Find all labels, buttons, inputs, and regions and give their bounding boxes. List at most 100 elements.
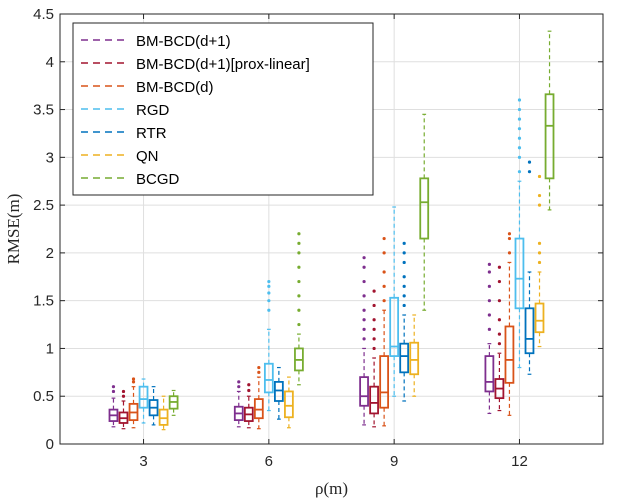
box-outlier-point: [131, 380, 136, 384]
box-iqr: [369, 385, 379, 415]
legend-label: RGD: [136, 102, 170, 119]
box-outlier-point: [372, 327, 376, 331]
x-tick-label: 9: [390, 453, 398, 470]
box-iqr: [253, 398, 264, 420]
y-tick-label: 0: [46, 436, 54, 453]
box-iqr: [274, 380, 284, 402]
box-outlier-point: [497, 318, 502, 322]
box-outlier-point: [402, 303, 406, 308]
box-outlier-point: [297, 232, 301, 236]
y-tick-label: 0.5: [33, 388, 54, 405]
box-outlier-point: [111, 385, 116, 389]
box-outlier-point: [402, 251, 406, 255]
legend-label: BCGD: [136, 171, 180, 188]
box-outlier-point: [372, 318, 376, 322]
axes-frame: [59, 13, 604, 445]
box-outlier-point: [527, 170, 532, 174]
box-iqr: [379, 355, 389, 409]
box-iqr: [484, 355, 495, 393]
box-outlier-point: [497, 342, 502, 346]
box-outlier-point: [372, 289, 376, 293]
box-outlier-point: [297, 279, 301, 284]
box-outlier-point: [497, 265, 502, 269]
box-outlier-point: [247, 388, 251, 393]
box-outlier-point: [517, 127, 522, 131]
box-outlier-point: [297, 294, 301, 298]
box-outlier-point: [517, 107, 522, 112]
box-outlier-point: [362, 265, 366, 269]
box-outlier-point: [497, 299, 502, 303]
box-outlier-point: [121, 389, 126, 394]
series-bm-bcd-d-1-prox-linear-: [118, 265, 505, 430]
box-outlier-point: [517, 155, 522, 159]
box-outlier-point: [487, 270, 491, 274]
box-outlier-point: [297, 322, 301, 327]
box-outlier-point: [247, 383, 251, 387]
box-outlier-point: [362, 327, 366, 331]
box-outlier-point: [362, 318, 366, 322]
series-qn: [158, 174, 545, 431]
box-outlier-point: [487, 313, 491, 317]
y-tick-label: 2: [46, 245, 54, 262]
box-outlier-point: [382, 251, 386, 255]
box-outlier-point: [372, 303, 376, 308]
y-tick-label: 3.5: [33, 102, 54, 119]
box-outlier-point: [362, 256, 366, 260]
box-outlier-point: [297, 308, 301, 312]
box-outlier-point: [517, 146, 522, 150]
box-outlier-point: [267, 308, 271, 312]
box-outlier-point: [362, 294, 366, 298]
box-series-group: [108, 30, 555, 431]
box-iqr: [419, 177, 430, 240]
box-outlier-point: [487, 327, 491, 331]
box-iqr: [389, 296, 400, 357]
box-outlier-point: [372, 346, 376, 351]
box-outlier-point: [402, 275, 406, 279]
legend-label: RTR: [136, 125, 167, 142]
y-tick-label: 3: [46, 149, 54, 166]
box-iqr: [524, 307, 535, 355]
box-iqr: [409, 341, 420, 376]
box-outlier-point: [487, 262, 491, 266]
box-iqr: [514, 237, 525, 310]
box-outlier-point: [402, 260, 406, 265]
y-axis-title: RMSE(m): [4, 194, 23, 265]
box-outlier-point: [382, 236, 386, 241]
x-axis-title: ρ(m): [315, 479, 348, 498]
x-tick-label: 6: [265, 453, 273, 470]
legend-label: BM-BCD(d+1): [136, 33, 231, 50]
box-outlier-point: [362, 337, 366, 341]
box-iqr: [504, 325, 515, 384]
box-iqr: [284, 390, 294, 419]
series-bcgd: [168, 30, 555, 416]
box-outlier-point: [507, 232, 512, 236]
box-outlier-point: [257, 370, 261, 374]
legend: BM-BCD(d+1) BM-BCD(d+1)[prox-linear] BM-BC…: [72, 22, 374, 196]
box-iqr: [138, 385, 149, 409]
box-outlier-point: [537, 193, 542, 198]
box-outlier-point: [267, 279, 271, 284]
box-outlier-point: [487, 284, 491, 288]
series-bm-bcd-d-: [128, 232, 515, 430]
box-outlier-point: [537, 260, 542, 265]
box-outlier-point: [507, 236, 512, 241]
box-outlier-point: [517, 98, 522, 102]
box-outlier-point: [517, 136, 522, 140]
box-iqr: [399, 342, 410, 374]
box-outlier-point: [267, 284, 271, 288]
box-outlier-point: [237, 385, 241, 389]
box-outlier-point: [517, 117, 522, 121]
y-tick-label: 2.5: [33, 197, 54, 214]
box-outlier-point: [382, 270, 386, 274]
box-outlier-point: [267, 299, 271, 303]
box-outlier-point: [537, 241, 542, 245]
box-iqr: [263, 362, 274, 394]
box-outlier-point: [537, 251, 542, 255]
box-outlier-point: [527, 160, 532, 164]
box-outlier-point: [111, 389, 116, 394]
box-outlier-point: [537, 174, 542, 179]
box-outlier-point: [297, 265, 301, 269]
box-outlier-point: [497, 332, 502, 336]
box-outlier-point: [131, 377, 136, 381]
